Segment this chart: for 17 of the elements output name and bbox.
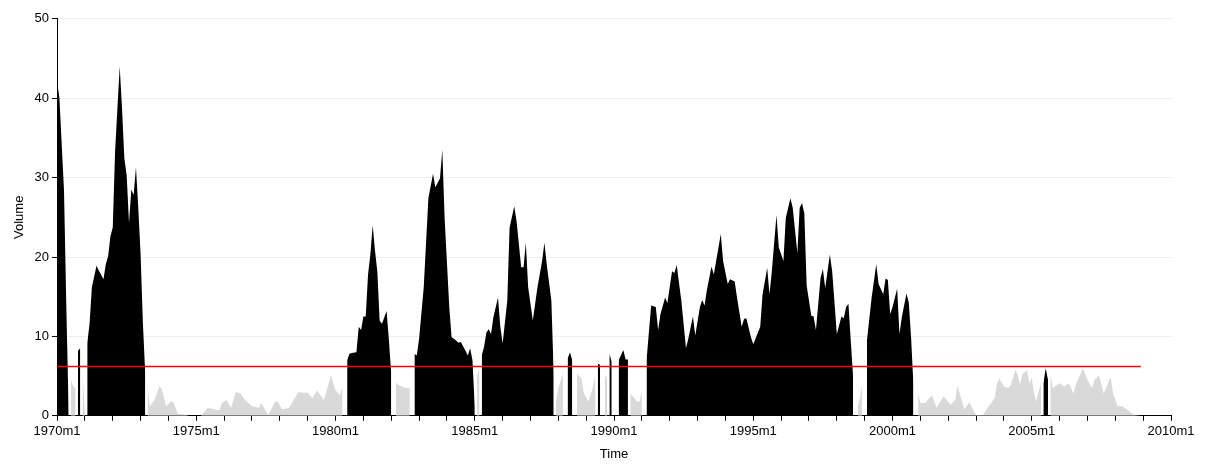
- y-tick-label: 40: [34, 89, 50, 105]
- x-tick-label: 1995m1: [729, 423, 777, 439]
- x-axis-title: Time: [599, 445, 629, 461]
- x-tick-label: 1985m1: [451, 423, 499, 439]
- y-tick-label: 10: [34, 327, 50, 343]
- x-tick-label: 2005m1: [1008, 423, 1056, 439]
- x-tick-label: 1980m1: [312, 423, 360, 439]
- x-tick-label: 2010m1: [1147, 423, 1195, 439]
- x-tick-label: 1970m1: [33, 423, 81, 439]
- x-tick-label: 1975m1: [172, 423, 220, 439]
- y-tick-label: 0: [41, 407, 50, 423]
- y-tick-label: 50: [34, 10, 50, 26]
- y-axis-title: Volume: [11, 195, 27, 239]
- y-tick-label: 30: [34, 169, 50, 185]
- x-tick-label: 1990m1: [590, 423, 638, 439]
- x-tick-label: 2000m1: [869, 423, 917, 439]
- y-tick-label: 20: [34, 248, 50, 264]
